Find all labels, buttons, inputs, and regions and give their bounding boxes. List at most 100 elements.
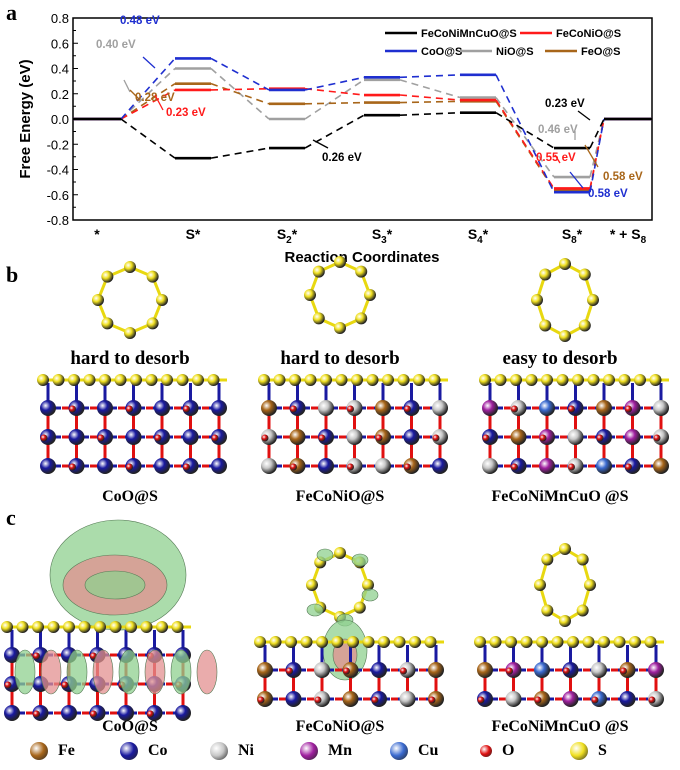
atom-S (334, 322, 346, 334)
barrier-arrow (154, 94, 164, 111)
legend-item-s: S (570, 742, 607, 760)
barrier-arrow (123, 79, 131, 93)
energy-barrier-label: 0.55 eV (536, 152, 576, 164)
atom-S (644, 636, 657, 648)
atom-O (625, 463, 632, 471)
caption-b-2: hard to desorb (280, 348, 400, 369)
atom-Co (285, 691, 302, 707)
atom-Co (97, 458, 113, 474)
charge-density-accumulation (306, 603, 324, 617)
legend-label: NiO@S (496, 46, 534, 58)
legend-label: CoO@S (421, 46, 462, 58)
charge-density-accumulation (84, 570, 146, 600)
barrier-arrow (142, 56, 156, 69)
atom-Ni (653, 400, 669, 416)
atom-Co (211, 458, 227, 474)
charge-density-accumulation (351, 553, 369, 567)
atom-Co (154, 458, 170, 474)
atom-O (648, 696, 656, 704)
atom-S (99, 374, 111, 386)
atom-S (109, 621, 122, 633)
free-energy-chart: 0.8 0.6 0.4 0.2 0.0 -0.2 -0.4 -0.6 -0.8 Free Ener… (17, 11, 653, 265)
atom-S (156, 294, 168, 306)
barrier-arrow (584, 144, 599, 168)
atom-S (531, 294, 543, 306)
charge-density-lobe (40, 649, 62, 695)
energy-barrier-label: 0.48 eV (120, 15, 160, 27)
energy-barrier-label: 0.28 eV (135, 92, 175, 104)
atom-Ni (432, 400, 448, 416)
atom-O (290, 405, 297, 413)
atom-S (130, 374, 142, 386)
atom-swatch (390, 742, 408, 760)
connector (210, 147, 270, 159)
name-b-3: FeCoNiMnCuO @S (491, 488, 629, 505)
charge-density-lobe (118, 649, 140, 695)
atom-S (355, 312, 368, 325)
atom-S (304, 289, 316, 301)
atom-O (477, 696, 485, 704)
atom-Co (40, 400, 56, 416)
s8-ring-heo-c (534, 543, 596, 627)
atom-O (69, 405, 76, 413)
legend-label: Co (148, 742, 168, 759)
atom-S (124, 327, 136, 339)
atom-S (525, 374, 538, 386)
caption-b-3: easy to desorb (502, 348, 618, 369)
atom-O (4, 681, 12, 689)
series-FeCoNiMnCuO@S (73, 111, 652, 160)
atom-Co (182, 429, 199, 445)
atom-O (404, 405, 411, 413)
atom-S (63, 621, 75, 633)
atom-Fe (342, 691, 359, 707)
atom-S (572, 374, 584, 386)
atom-S (347, 636, 359, 648)
legend-label: Mn (328, 742, 352, 759)
connector (210, 82, 270, 105)
charge-density-accumulation (361, 588, 379, 602)
atom-Mn (648, 662, 664, 678)
atom-S (567, 636, 579, 648)
atom-O (596, 434, 604, 442)
atom-S (366, 374, 379, 386)
atom-O (347, 405, 354, 413)
atom-O (314, 696, 322, 704)
element-legend: Fe Co Ni Mn Cu O S (30, 742, 670, 764)
atom-S (603, 374, 615, 386)
atom-Ni (318, 400, 334, 416)
y-tick-label: -0.8 (47, 213, 69, 228)
atom-S (541, 553, 554, 566)
atom-Co (175, 705, 191, 721)
atom-Co (125, 429, 142, 445)
atom-S (618, 374, 631, 386)
atom-S (539, 268, 552, 281)
atom-Co (432, 458, 448, 474)
atom-O (126, 405, 133, 413)
atom-S (551, 636, 564, 648)
legend-label: FeO@S (581, 46, 620, 58)
atom-O (506, 667, 513, 675)
atom-S (587, 374, 600, 386)
atom-S (353, 601, 366, 614)
atom-O (432, 434, 440, 442)
connector (304, 87, 365, 96)
atom-O (653, 434, 661, 442)
atom-S (312, 312, 325, 325)
connector (210, 87, 270, 91)
atom-O (375, 434, 383, 442)
atom-O (347, 463, 354, 471)
panel-label-c: c (6, 505, 16, 530)
atom-S (92, 294, 104, 306)
atom-S (101, 270, 114, 283)
atom-S (520, 636, 533, 648)
atom-O (97, 434, 105, 442)
atom-O (404, 463, 411, 471)
atom-S (83, 374, 96, 386)
energy-barrier-label: 0.46 eV (538, 124, 578, 136)
atom-O (33, 652, 40, 660)
legend-label: FeCoNiMnCuO@S (421, 28, 517, 40)
atom-S (479, 374, 491, 386)
atom-S (124, 261, 136, 273)
